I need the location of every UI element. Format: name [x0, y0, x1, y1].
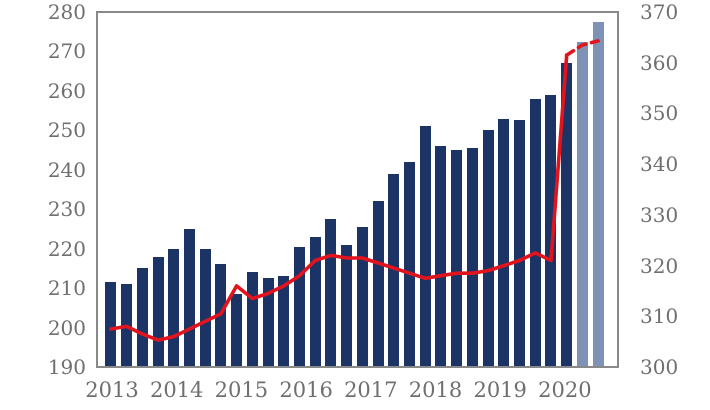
y-axis-left-tick-label: 270 [47, 39, 86, 64]
x-axis-year-label: 2016 [279, 378, 333, 402]
bar [183, 228, 195, 366]
y-axis-right-tick-label: 360 [640, 50, 679, 75]
y-axis-right-tick-label: 300 [640, 355, 679, 379]
x-axis-year-label: 2019 [473, 378, 527, 402]
y-axis-left-tick-label: 260 [47, 78, 86, 103]
bar [435, 146, 447, 366]
bar [246, 272, 258, 366]
bar [451, 150, 463, 366]
y-axis-left-tick-label: 220 [47, 236, 86, 261]
bar-forecast [592, 21, 604, 366]
bar [278, 276, 290, 366]
bar [215, 264, 227, 366]
bar [388, 173, 400, 366]
bar [105, 282, 117, 366]
y-axis-right-tick-label: 370 [640, 0, 679, 24]
bar [231, 294, 243, 366]
bar [325, 219, 337, 366]
bar [121, 284, 133, 366]
y-axis-left-tick-label: 240 [47, 157, 86, 182]
bar [498, 118, 510, 366]
y-axis-left-tick-label: 250 [47, 118, 86, 143]
bar [356, 226, 368, 366]
bar [152, 256, 164, 366]
y-axis-left-tick-label: 280 [47, 0, 86, 24]
x-axis-year-label: 2013 [85, 378, 139, 402]
y-axis-left-tick-label: 210 [47, 276, 86, 301]
bar [545, 94, 557, 366]
bar [168, 248, 180, 366]
x-axis-year-label: 2014 [149, 378, 204, 402]
y-axis-right-tick-label: 330 [640, 202, 679, 227]
bar-forecast [576, 41, 588, 366]
bar [482, 130, 494, 366]
bar [404, 161, 416, 366]
bar [136, 268, 148, 366]
bar [309, 236, 321, 366]
bar [341, 244, 353, 366]
x-axis-year-label: 2020 [538, 378, 592, 402]
y-axis-left-tick-label: 200 [47, 315, 86, 340]
bar [372, 201, 384, 366]
y-axis-right-tick-label: 350 [640, 101, 679, 126]
y-axis-left-tick-label: 190 [47, 355, 86, 379]
x-axis-year-label: 2018 [408, 378, 463, 402]
bar [262, 278, 274, 366]
bar [529, 98, 541, 366]
bar [514, 120, 526, 366]
y-axis-left-tick-label: 230 [47, 197, 86, 222]
bar [419, 126, 431, 366]
bar [466, 148, 478, 366]
y-axis-right-tick-label: 340 [640, 152, 679, 177]
x-axis-year-label: 2017 [344, 378, 398, 402]
bar [561, 63, 573, 366]
x-axis-year-label: 2015 [214, 378, 269, 402]
bar [293, 246, 305, 366]
y-axis-right-tick-label: 310 [640, 304, 679, 329]
bar [199, 248, 211, 366]
y-axis-right-tick-label: 320 [640, 253, 679, 278]
